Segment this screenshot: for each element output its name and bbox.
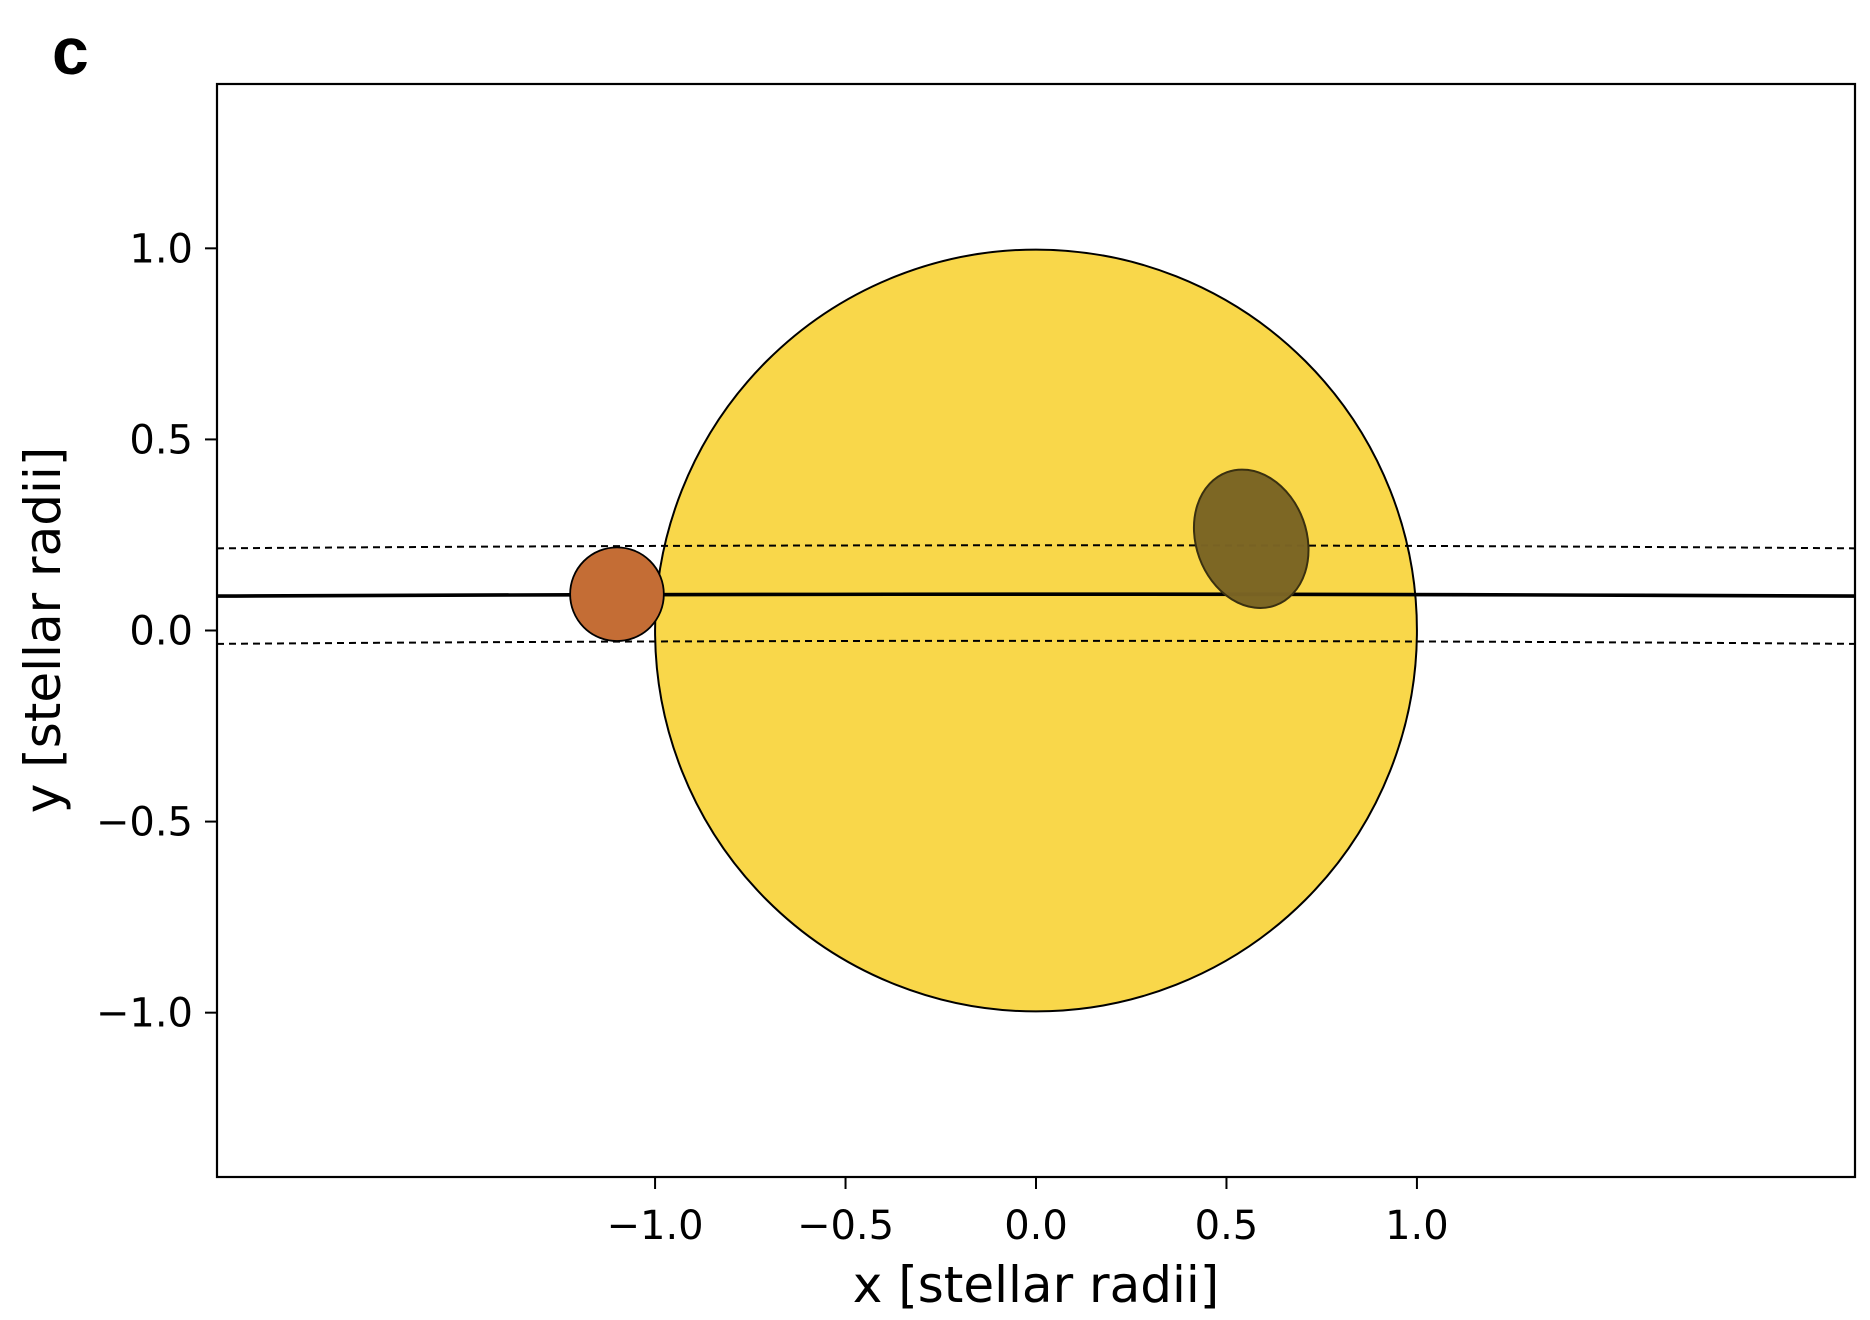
plot-area <box>217 248 1855 1013</box>
y-tick-label: 1.0 <box>129 226 193 272</box>
chord-lower-dashed-line <box>217 639 1855 645</box>
star-disk <box>654 248 1418 1013</box>
x-axis: −1.0 −0.5 0.0 0.5 1.0 <box>606 1177 1449 1249</box>
x-axis-label: x [stellar radii] <box>853 1256 1220 1314</box>
y-tick-label: −0.5 <box>96 800 193 846</box>
y-axis-label: y [stellar radii] <box>14 447 72 814</box>
y-axis: 1.0 0.5 0.0 −0.5 −1.0 <box>96 226 217 1037</box>
x-tick-label: 0.5 <box>1195 1203 1259 1249</box>
y-tick-label: −1.0 <box>96 991 193 1037</box>
chord-upper-dashed-line <box>217 544 1855 550</box>
x-tick-label: −1.0 <box>606 1203 703 1249</box>
x-tick-label: 1.0 <box>1385 1203 1449 1249</box>
y-tick-label: 0.5 <box>129 417 193 463</box>
planet-disk <box>569 546 665 642</box>
chord-center-line <box>217 592 1855 598</box>
y-tick-label: 0.0 <box>129 609 193 655</box>
x-tick-label: 0.0 <box>1004 1203 1068 1249</box>
starspot <box>1192 468 1310 609</box>
panel-label: c <box>52 14 89 88</box>
x-tick-label: −0.5 <box>797 1203 894 1249</box>
